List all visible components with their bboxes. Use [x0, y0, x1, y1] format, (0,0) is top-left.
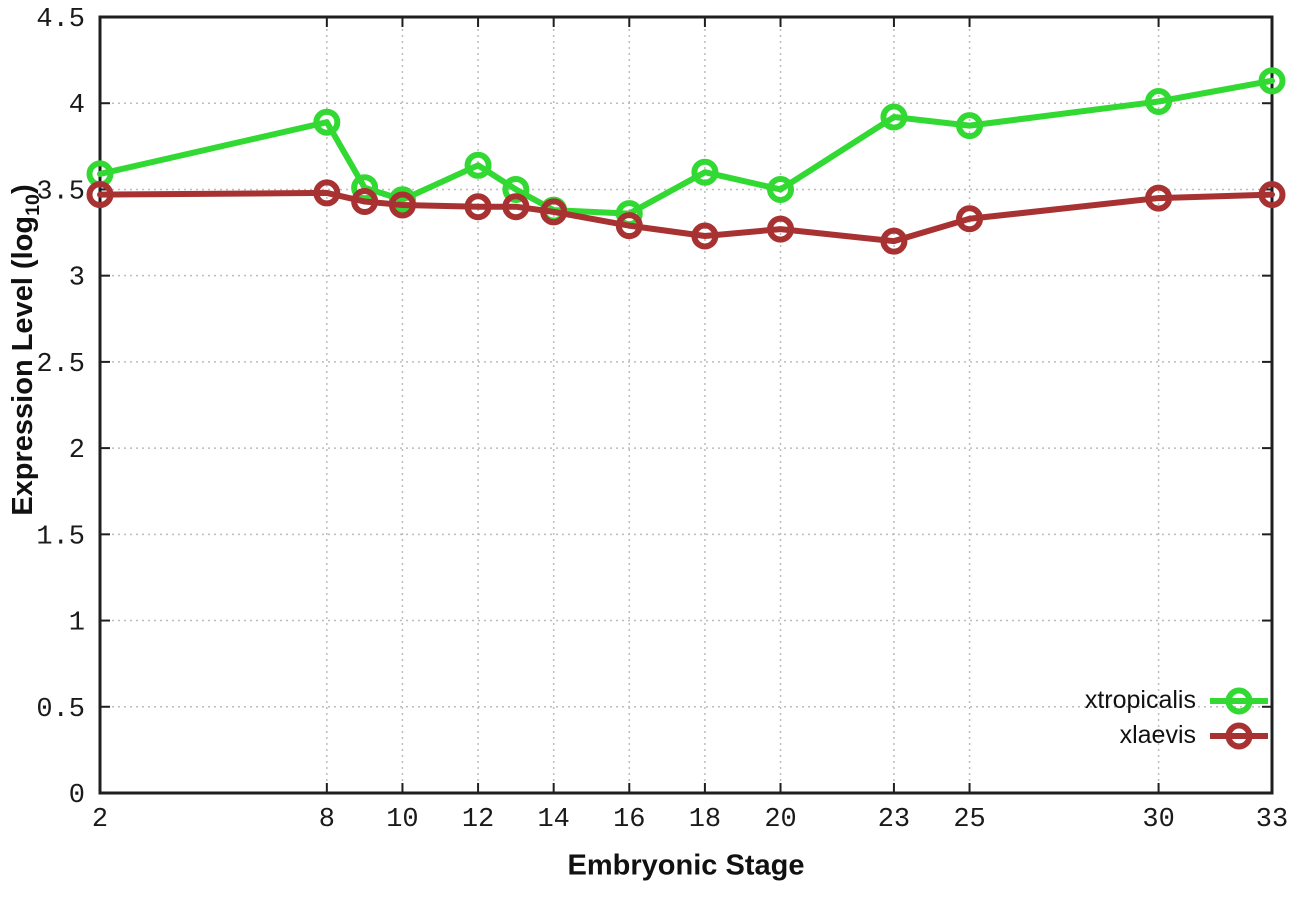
- svg-text:16: 16: [613, 805, 645, 835]
- svg-text:23: 23: [878, 805, 910, 835]
- svg-text:2: 2: [69, 436, 85, 466]
- y-axis-title-text: Expression Level (log: [7, 215, 39, 516]
- legend-item-xtropicalis: xtropicalis: [1085, 684, 1270, 717]
- svg-text:3.5: 3.5: [36, 177, 85, 207]
- svg-text:25: 25: [953, 805, 985, 835]
- svg-text:3: 3: [69, 264, 85, 294]
- line-marker-icon: [1210, 722, 1268, 749]
- line-marker-icon: [1210, 687, 1268, 714]
- svg-text:1: 1: [69, 609, 85, 639]
- y-axis-title-suffix: ): [7, 184, 39, 194]
- svg-text:1.5: 1.5: [36, 522, 85, 552]
- svg-text:4.5: 4.5: [36, 5, 85, 35]
- svg-text:30: 30: [1142, 805, 1174, 835]
- svg-text:4: 4: [69, 91, 85, 121]
- svg-text:12: 12: [462, 805, 494, 835]
- svg-text:20: 20: [764, 805, 796, 835]
- svg-text:14: 14: [537, 805, 569, 835]
- legend: xtropicalis xlaevis: [1085, 684, 1270, 752]
- x-axis-title: Embryonic Stage: [567, 849, 805, 882]
- svg-text:0.5: 0.5: [36, 695, 85, 725]
- y-axis-title: Expression Level (log10): [7, 184, 45, 515]
- legend-item-xlaevis: xlaevis: [1085, 719, 1270, 752]
- svg-text:33: 33: [1256, 805, 1288, 835]
- legend-label: xtropicalis: [1084, 686, 1196, 714]
- svg-text:10: 10: [386, 805, 418, 835]
- svg-text:2.5: 2.5: [36, 350, 85, 380]
- svg-text:8: 8: [319, 805, 335, 835]
- svg-text:0: 0: [69, 781, 85, 811]
- legend-label: xlaevis: [1119, 721, 1196, 749]
- svg-text:2: 2: [92, 805, 108, 835]
- svg-text:18: 18: [689, 805, 721, 835]
- y-axis-title-subscript: 10: [22, 193, 44, 216]
